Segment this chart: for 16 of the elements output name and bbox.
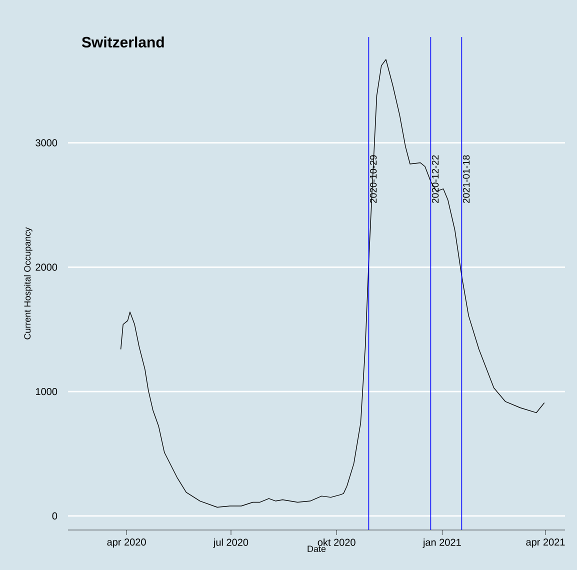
x-tick-label: okt 2020	[318, 538, 356, 546]
x-tick-label: apr 2020	[107, 538, 146, 548]
ref-line-label: 2020-12-22	[432, 155, 439, 203]
y-tick-label: 0	[52, 512, 58, 520]
ref-line-label: 2021-01-18	[462, 155, 470, 203]
x-tick-label: jul 2020	[213, 538, 248, 548]
y-axis-title: Current Hospital Occupancy	[24, 227, 32, 340]
x-tick-label: apr 2021	[526, 538, 565, 548]
y-tick-label: 2000	[36, 264, 58, 271]
x-axis-title: Date	[308, 546, 326, 552]
y-tick-label: 1000	[36, 388, 58, 396]
line-series	[120, 59, 545, 508]
y-tick-label: 3000	[36, 139, 58, 146]
x-tick-label: jan 2021	[422, 538, 461, 548]
ref-line-label: 2020-10-29	[370, 155, 377, 203]
chart-title: Switzerland	[82, 36, 164, 48]
